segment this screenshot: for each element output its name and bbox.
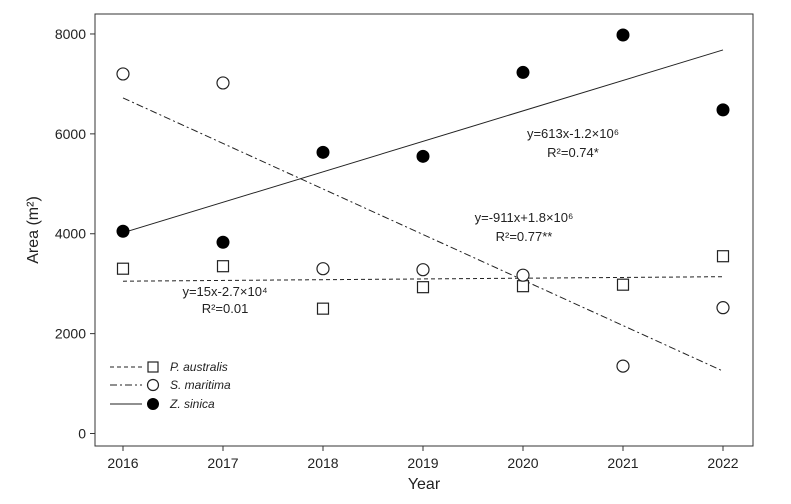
legend-item-s-maritima: S. maritima xyxy=(110,378,231,392)
legend-marker-z-sinica xyxy=(147,398,159,410)
data-points xyxy=(116,28,730,373)
plot-frame xyxy=(94,13,754,447)
x-tick-label-2017: 2017 xyxy=(207,455,238,471)
point-z-sinica-2022 xyxy=(716,103,730,117)
equation-z-sinica: y=613x-1.2×10⁶ xyxy=(527,126,619,141)
point-s-maritima-2020 xyxy=(516,268,530,282)
point-z-sinica-2018 xyxy=(316,145,330,159)
point-p-australis-2022 xyxy=(716,250,730,263)
legend-label-s-maritima: S. maritima xyxy=(170,378,231,392)
point-s-maritima-2021 xyxy=(616,359,630,373)
point-p-australis-2021 xyxy=(616,278,630,291)
y-tick-label-2000: 2000 xyxy=(55,326,86,342)
x-tick-label-2021: 2021 xyxy=(607,455,638,471)
point-s-maritima-2018 xyxy=(316,262,330,276)
x-tick-label-2019: 2019 xyxy=(407,455,438,471)
point-z-sinica-2019 xyxy=(416,149,430,163)
legend-marker-s-maritima xyxy=(146,378,160,392)
y-tick-label-6000: 6000 xyxy=(55,126,86,142)
point-p-australis-2017 xyxy=(216,260,230,273)
point-z-sinica-2016 xyxy=(116,224,130,238)
point-s-maritima-2016 xyxy=(116,67,130,81)
fit-line-s-maritima xyxy=(122,97,724,372)
fit-line-z-sinica xyxy=(122,49,724,234)
point-s-maritima-2017 xyxy=(216,76,230,90)
point-p-australis-2020 xyxy=(516,280,530,293)
legend-item-z-sinica: Z. sinica xyxy=(110,397,215,411)
point-z-sinica-2020 xyxy=(516,65,530,79)
r2-s-maritima: R²=0.77** xyxy=(496,229,553,244)
y-axis-title: Area (m²) xyxy=(25,196,42,264)
point-s-maritima-2022 xyxy=(716,301,730,315)
legend-item-p-australis: P. australis xyxy=(110,360,228,374)
y-tick-label-8000: 8000 xyxy=(55,26,86,42)
point-p-australis-2019 xyxy=(416,281,430,294)
x-tick-label-2020: 2020 xyxy=(507,455,538,471)
point-p-australis-2018 xyxy=(316,302,330,315)
r2-z-sinica: R²=0.74* xyxy=(547,145,599,160)
fit-line-p-australis xyxy=(122,276,724,282)
point-z-sinica-2017 xyxy=(216,235,230,249)
r2-p-australis: R²=0.01 xyxy=(202,301,249,316)
x-tick-label-2018: 2018 xyxy=(307,455,338,471)
fit-lines xyxy=(122,49,724,372)
point-s-maritima-2019 xyxy=(416,263,430,277)
point-z-sinica-2021 xyxy=(616,28,630,42)
y-tick-label-0: 0 xyxy=(78,426,86,442)
x-tick-label-2022: 2022 xyxy=(707,455,738,471)
legend-label-z-sinica: Z. sinica xyxy=(169,397,215,411)
equation-p-australis: y=15x-2.7×10⁴ xyxy=(182,284,267,299)
legend-label-p-australis: P. australis xyxy=(170,360,228,374)
legend-marker-p-australis xyxy=(147,361,159,373)
x-axis-title: Year xyxy=(408,476,441,493)
x-tick-label-2016: 2016 xyxy=(107,455,138,471)
fit-equations: y=613x-1.2×10⁶ R²=0.74* y=-911x+1.8×10⁶ … xyxy=(182,126,619,316)
point-p-australis-2016 xyxy=(116,262,130,275)
equation-s-maritima: y=-911x+1.8×10⁶ xyxy=(475,210,574,225)
x-axis: 2016 2017 2018 2019 2020 2021 2022 xyxy=(107,446,739,471)
legend: P. australis S. maritima Z. sinica xyxy=(110,360,231,411)
y-axis: 0 2000 4000 6000 8000 xyxy=(55,26,95,442)
y-tick-label-4000: 4000 xyxy=(55,226,86,242)
